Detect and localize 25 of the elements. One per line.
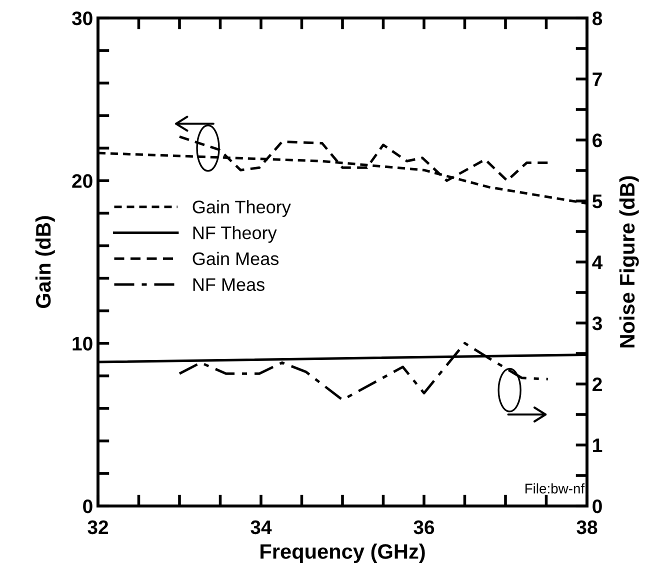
y2-tick-label: 4 [592,256,603,270]
x-tick-label: 36 [414,520,434,534]
y2-axis-title: Noise Figure (dB) [619,176,639,348]
y-tick-label: 20 [72,174,92,188]
x-tick-label: 34 [250,520,272,534]
y2-tick-label: 3 [592,316,602,330]
legend-label: Gain Theory [192,200,291,217]
y-tick-label: 0 [83,499,92,514]
y-tick-label: 30 [72,11,92,26]
y2-tick-label: 7 [592,72,602,86]
y2-tick-label: 0 [592,499,602,514]
y2-tick-label: 5 [592,194,602,208]
x-tick-label: 38 [576,520,598,534]
y2-tick-label: 8 [592,11,602,26]
y-axis-title: Gain (dB) [35,216,55,308]
legend-label: NF Meas [193,278,264,291]
legend-label: NF Theory [193,226,277,243]
y2-tick-label: 2 [592,377,602,392]
annotation: File:bw-nf [525,483,585,494]
y2-tick-label: 6 [592,133,602,148]
x-axis-title: Frequency (GHz) [260,544,425,563]
legend-label: Gain Meas [192,252,279,266]
y-tick-label: 10 [72,336,92,351]
y2-tick-label: 1 [593,438,602,452]
x-tick-label: 32 [88,520,108,534]
